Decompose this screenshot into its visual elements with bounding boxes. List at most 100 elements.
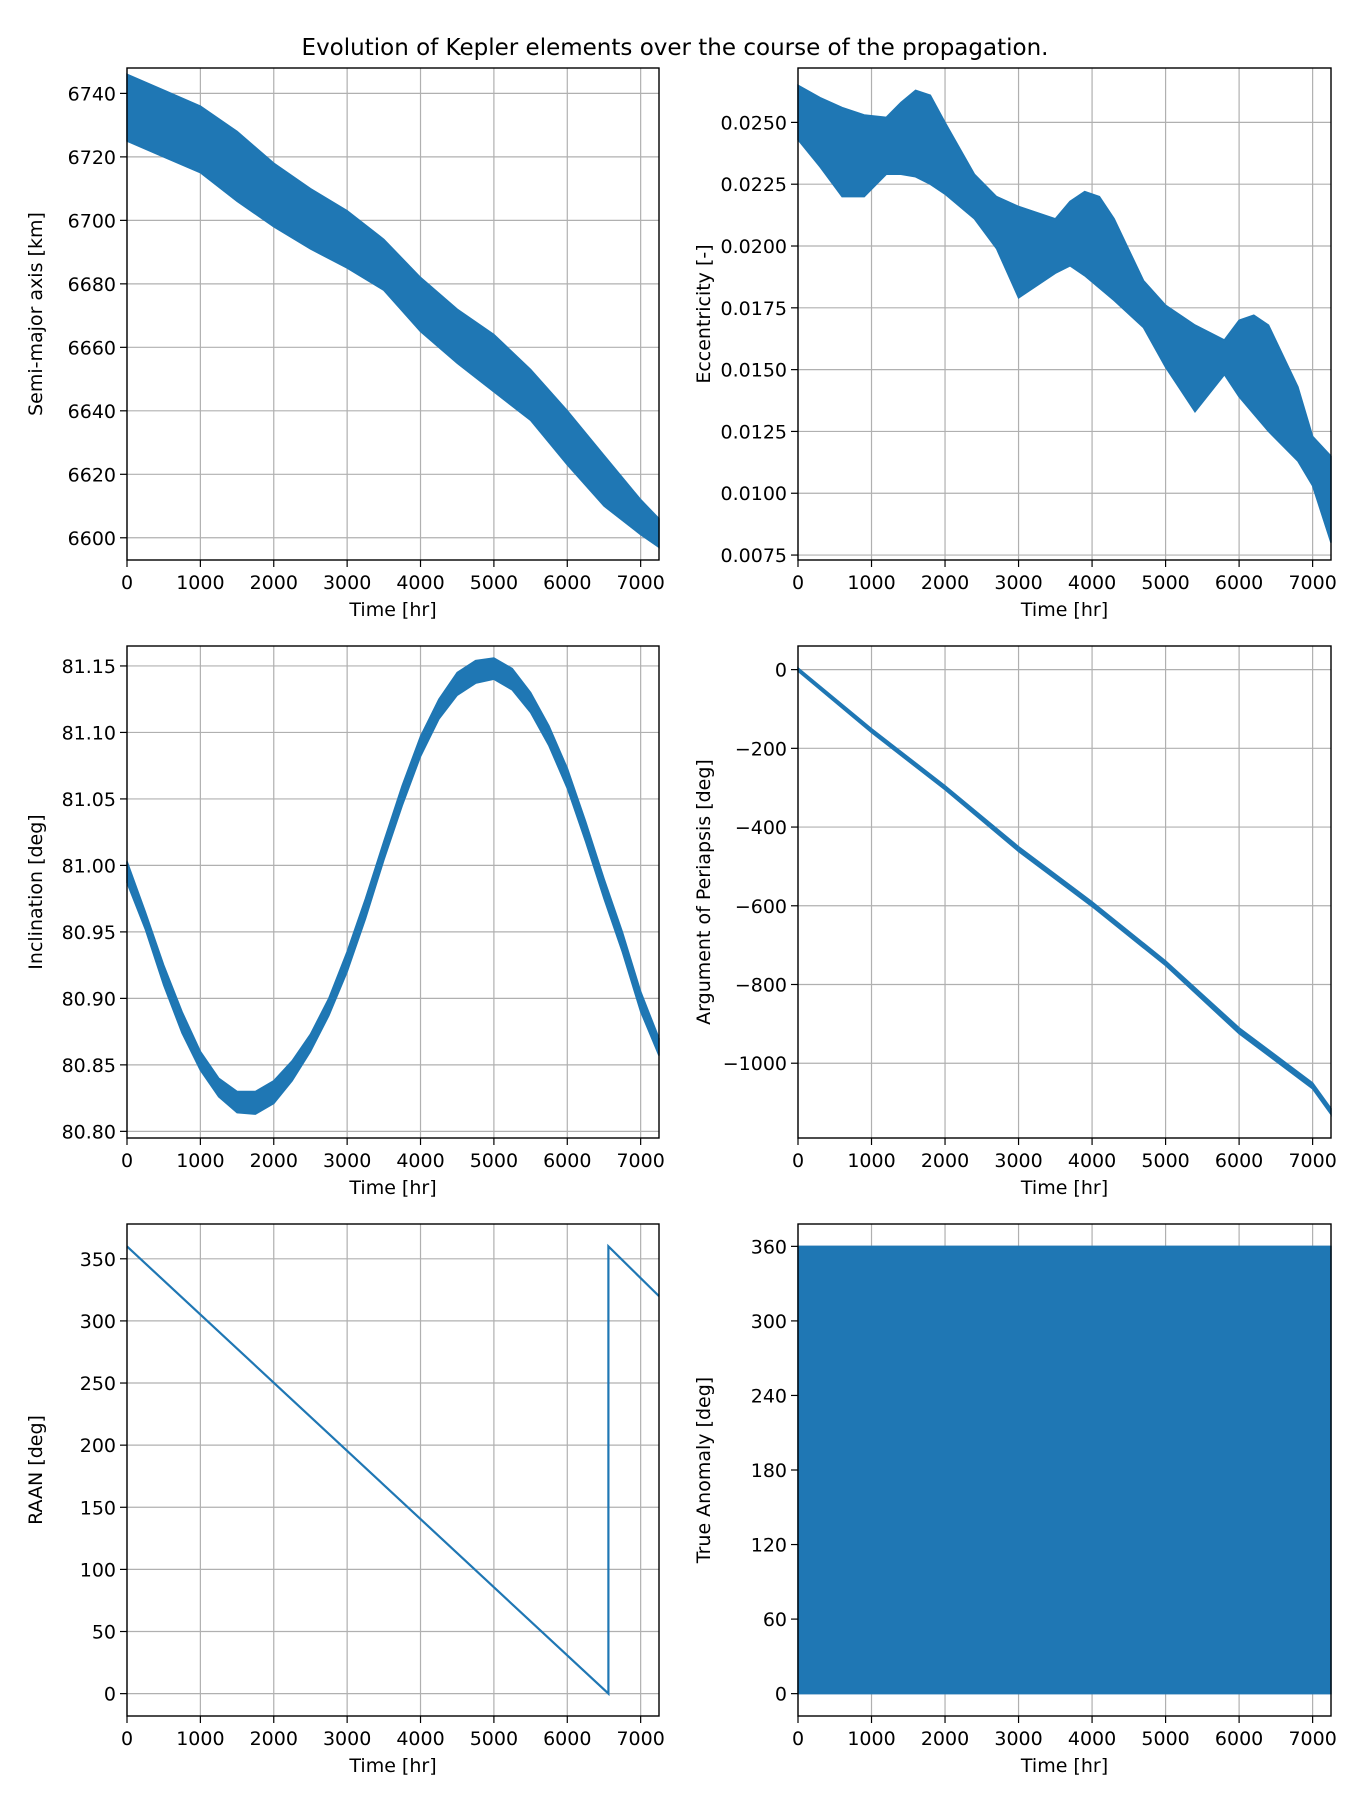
inc-series-band [126, 657, 660, 1115]
aop-x-axis-label: Time [hr] [1020, 1177, 1108, 1199]
raan-axes-frame [126, 1223, 660, 1717]
x-tick-label: 1000 [176, 1728, 224, 1750]
x-tick-label: 3000 [323, 572, 371, 594]
raan-series-line [126, 1243, 660, 1697]
inc-x-axis-label: Time [hr] [348, 1177, 436, 1199]
y-tick-label: 0.0150 [721, 360, 787, 382]
y-tick-label: 360 [751, 1236, 787, 1258]
x-tick-label: 2000 [921, 1150, 969, 1172]
aop-series-band [797, 666, 1332, 1117]
x-tick-label: 5000 [470, 1728, 518, 1750]
x-tick-label: 0 [121, 1150, 133, 1172]
ta-series-band [797, 1245, 1332, 1695]
y-tick-label: 0.0125 [721, 421, 787, 443]
y-tick-label: 50 [92, 1622, 116, 1644]
ecc-axes-frame [797, 67, 1332, 561]
y-tick-label: 60 [763, 1609, 787, 1631]
y-tick-label: 240 [751, 1385, 787, 1407]
inc-y-axis-label: Inclination [deg] [25, 814, 47, 969]
sma-x-axis-label: Time [hr] [348, 599, 436, 621]
raan-y-axis-label: RAAN [deg] [25, 1415, 47, 1525]
y-tick-label: 0.0200 [721, 236, 787, 258]
x-tick-label: 7000 [616, 1728, 664, 1750]
x-tick-label: 2000 [250, 572, 298, 594]
y-tick-label: 6680 [68, 274, 116, 296]
figure-title: Evolution of Kepler elements over the co… [302, 35, 1049, 61]
y-tick-label: 200 [80, 1435, 116, 1457]
x-tick-label: 4000 [1068, 1150, 1116, 1172]
y-tick-label: 80.85 [62, 1055, 116, 1077]
x-tick-label: 4000 [396, 572, 444, 594]
x-tick-label: 1000 [847, 1150, 895, 1172]
x-tick-label: 1000 [847, 572, 895, 594]
y-tick-label: 350 [80, 1249, 116, 1271]
y-tick-label: 80.90 [62, 988, 116, 1010]
x-tick-label: 7000 [616, 1150, 664, 1172]
x-tick-label: 4000 [1068, 1728, 1116, 1750]
x-tick-label: 0 [792, 1150, 804, 1172]
raan-subplot: 0 1000 2000 3000 4000 5000 6000 7000 0 50 100 150 20… [25, 1223, 665, 1777]
ecc-subplot: 0 1000 2000 3000 4000 5000 6000 7000 0.0075 0.010… [693, 67, 1337, 621]
x-tick-label: 0 [121, 572, 133, 594]
y-tick-label: 80.80 [62, 1121, 116, 1143]
aop-subplot: 0 1000 2000 3000 4000 5000 6000 7000 −1000 −800 −6… [693, 645, 1337, 1199]
y-tick-label: 6600 [68, 528, 116, 550]
x-tick-label: 6000 [1215, 1728, 1263, 1750]
x-tick-label: 7000 [616, 572, 664, 594]
x-tick-label: 1000 [176, 572, 224, 594]
y-tick-label: 0 [775, 1684, 787, 1706]
y-tick-label: 0.0175 [721, 298, 787, 320]
x-tick-label: 6000 [543, 1728, 591, 1750]
x-tick-label: 7000 [1288, 1150, 1336, 1172]
x-tick-label: 3000 [323, 1150, 371, 1172]
y-tick-label: 0 [104, 1684, 116, 1706]
x-tick-label: 4000 [396, 1728, 444, 1750]
x-tick-label: 3000 [994, 572, 1042, 594]
y-tick-label: 0 [775, 660, 787, 682]
y-tick-label: −600 [735, 896, 787, 918]
subplot-grid: 0 1000 2000 3000 4000 5000 6000 700066006620664… [25, 67, 1337, 1777]
y-tick-label: −1000 [723, 1053, 787, 1075]
y-tick-label: −200 [735, 738, 787, 760]
aop-y-axis-label: Argument of Periapsis [deg] [693, 759, 715, 1025]
y-tick-label: 0.0100 [721, 483, 787, 505]
x-tick-label: 1000 [176, 1150, 224, 1172]
y-tick-label: −800 [735, 974, 787, 996]
y-tick-label: 180 [751, 1460, 787, 1482]
x-tick-label: 5000 [470, 1150, 518, 1172]
x-tick-label: 3000 [323, 1728, 371, 1750]
x-tick-label: 7000 [1288, 1728, 1336, 1750]
raan-x-axis-label: Time [hr] [348, 1755, 436, 1777]
y-tick-label: 81.00 [62, 855, 116, 877]
ta-y-axis-label: True Anomaly [deg] [693, 1377, 715, 1564]
x-tick-label: 3000 [994, 1150, 1042, 1172]
x-tick-label: 6000 [1215, 1150, 1263, 1172]
x-tick-label: 4000 [1068, 572, 1116, 594]
x-tick-label: 0 [121, 1728, 133, 1750]
y-tick-label: 0.0250 [721, 112, 787, 134]
y-tick-label: 250 [80, 1373, 116, 1395]
y-tick-label: 120 [751, 1535, 787, 1557]
y-tick-label: −400 [735, 817, 787, 839]
x-tick-label: 2000 [921, 1728, 969, 1750]
sma-axes-frame [126, 67, 660, 561]
ecc-x-axis-label: Time [hr] [1020, 599, 1108, 621]
aop-axes-frame [797, 645, 1332, 1139]
x-tick-label: 7000 [1288, 572, 1336, 594]
y-tick-label: 81.15 [62, 656, 116, 678]
ta-subplot: 0 1000 2000 3000 4000 5000 6000 7000 0 60 120 180 24… [693, 1223, 1337, 1777]
y-tick-label: 81.10 [62, 722, 116, 744]
y-tick-label: 0.0075 [721, 545, 787, 567]
x-tick-label: 2000 [250, 1728, 298, 1750]
x-tick-label: 0 [792, 1728, 804, 1750]
x-tick-label: 5000 [1141, 572, 1189, 594]
inc-axes-frame [126, 645, 660, 1139]
sma-subplot: 0 1000 2000 3000 4000 5000 6000 7000 6600 6620 664… [25, 67, 665, 621]
y-tick-label: 6700 [68, 210, 116, 232]
x-tick-label: 4000 [396, 1150, 444, 1172]
x-tick-label: 1000 [847, 1728, 895, 1750]
x-tick-label: 5000 [1141, 1728, 1189, 1750]
y-tick-label: 6740 [68, 83, 116, 105]
x-tick-label: 6000 [1215, 572, 1263, 594]
